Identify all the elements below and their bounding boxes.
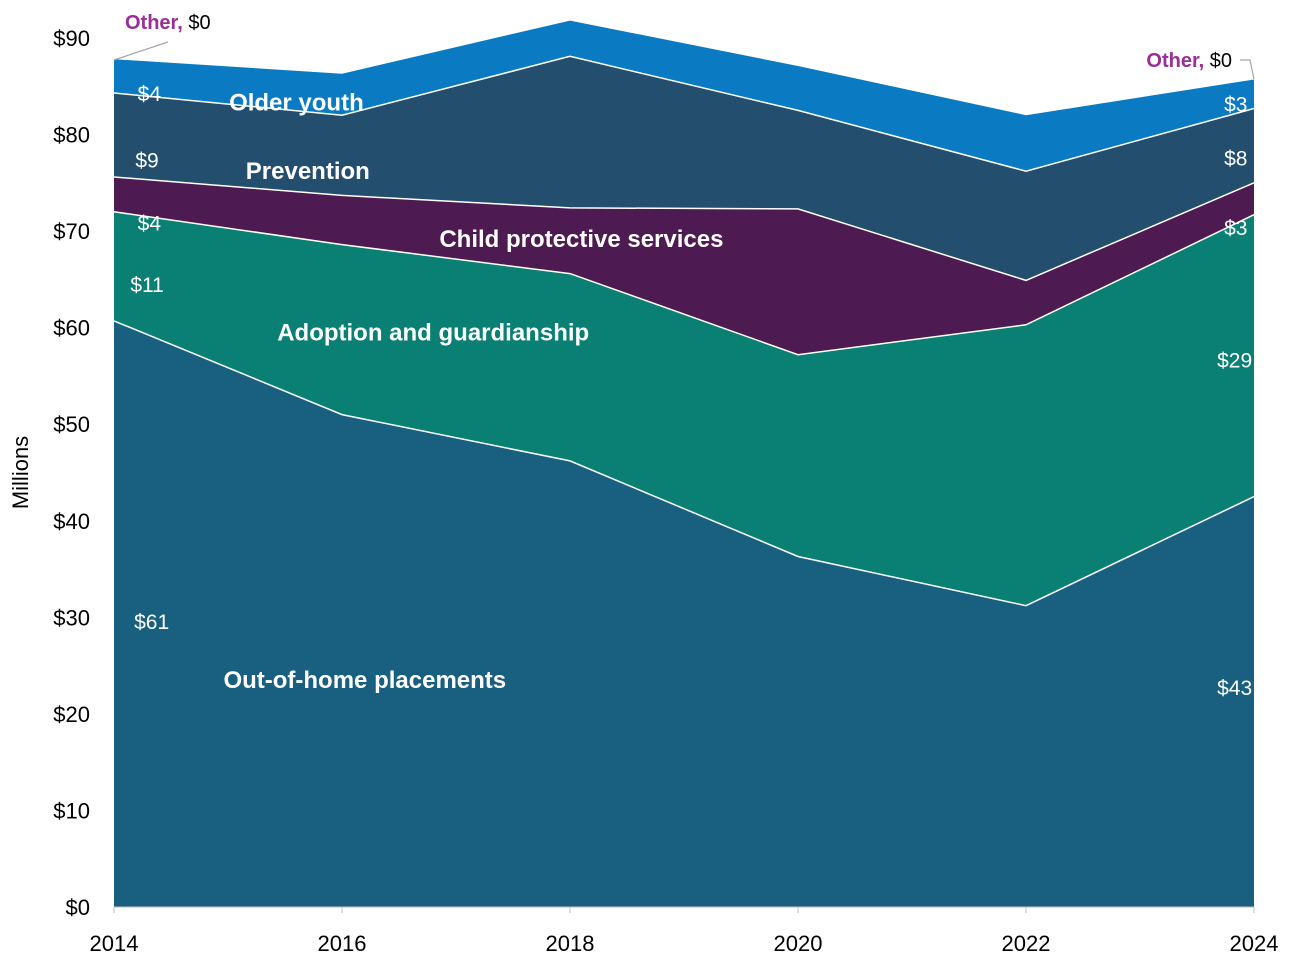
series-label-child-protective-services: Child protective services <box>439 226 723 253</box>
y-tick-label: $60 <box>53 316 90 341</box>
series-label-adoption-and-guardianship: Adoption and guardianship <box>277 319 589 346</box>
x-tick-label: 2024 <box>1230 931 1279 956</box>
area-child-protective-services <box>114 177 1254 355</box>
data-label: $43 <box>1217 677 1252 700</box>
series-label-out-of-home-placements: Out-of-home placements <box>223 667 506 694</box>
separator-line-out-of-home-placements <box>113 320 1255 607</box>
data-label: $8 <box>1224 148 1247 171</box>
separator-line-prevention <box>113 55 1255 172</box>
other-callout-label-2014: Other, $0 <box>125 12 211 34</box>
x-tick-label: 2020 <box>774 931 823 956</box>
y-tick-label: $40 <box>53 509 90 534</box>
data-label: $3 <box>1224 94 1247 117</box>
other-callout-name: Other, <box>125 12 188 34</box>
data-label: $9 <box>135 150 158 173</box>
series-label-prevention: Prevention <box>246 158 370 185</box>
data-label: $4 <box>138 83 162 106</box>
data-label: $4 <box>138 212 162 235</box>
x-tick-label: 2014 <box>90 931 139 956</box>
x-tick-label: 2022 <box>1002 931 1051 956</box>
y-tick-label: $20 <box>53 702 90 727</box>
y-tick-label: $70 <box>53 219 90 244</box>
other-callout-name: Other, <box>1146 50 1209 72</box>
area-older-youth <box>114 20 1254 172</box>
x-tick-label: 2018 <box>546 931 595 956</box>
data-label: $61 <box>134 611 169 634</box>
y-tick-label: $10 <box>53 798 90 823</box>
data-label: $3 <box>1224 217 1247 240</box>
other-leader-line-2014 <box>113 41 169 61</box>
series-label-older-youth: Older youth <box>229 90 364 117</box>
other-callout-value: $0 <box>1210 50 1232 72</box>
y-tick-label: $0 <box>66 895 90 920</box>
data-label: $11 <box>130 274 163 297</box>
other-callout-label-2024: Other, $0 <box>1146 50 1232 72</box>
data-label: $29 <box>1217 349 1252 372</box>
y-tick-label: $80 <box>53 123 90 148</box>
separator-line-adoption-and-guardianship <box>113 211 1255 356</box>
other-callout-value: $0 <box>188 12 210 34</box>
y-tick-label: $50 <box>53 412 90 437</box>
separator-line-child-protective-services <box>113 176 1255 282</box>
y-axis-title: Millions <box>8 436 33 509</box>
y-tick-label: $30 <box>53 605 90 630</box>
y-tick-label: $90 <box>53 26 90 51</box>
area-out-of-home-placements <box>114 320 1254 907</box>
x-tick-label: 2016 <box>318 931 367 956</box>
other-leader-line-2024 <box>1240 59 1255 80</box>
area-adoption-and-guardianship <box>114 211 1254 606</box>
area-prevention <box>114 56 1254 281</box>
